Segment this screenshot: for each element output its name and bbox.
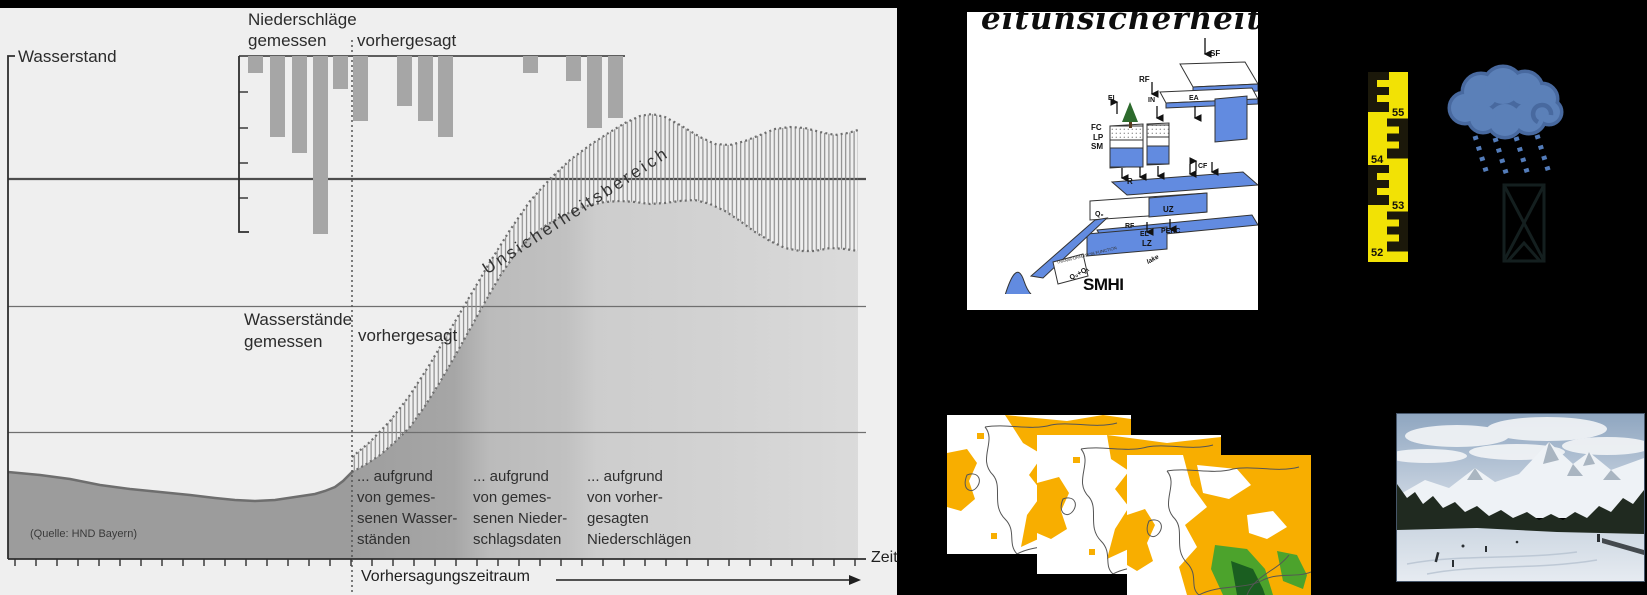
gauge-number-54: 54: [1371, 154, 1384, 166]
winter-landscape-photo: [1387, 413, 1647, 582]
annotation-line: schlagsdaten: [473, 531, 562, 548]
hbv-label-ea: EA: [1189, 95, 1199, 102]
precip-axis: [238, 56, 249, 233]
precip-axis-ticks: [239, 91, 248, 199]
uncertainty-upper-bound: [351, 112, 859, 458]
forecast-chart-panel: Wasserstand Niederschläge gemessen vorhe…: [0, 0, 898, 595]
hbv-label-perc: PERC: [1161, 228, 1180, 235]
annotation-line: von gemes-: [357, 489, 436, 506]
hbv-label-sm: SM: [1091, 142, 1103, 151]
annotation-line: ... aufgrund: [473, 468, 549, 485]
tree-icon: [1122, 102, 1138, 122]
forecast-period-arrow-head: [849, 575, 861, 585]
hbv-label-lz: LZ: [1142, 239, 1152, 248]
precip-forecast-label: vorhergesagt: [357, 31, 457, 50]
annotation-block-precip-data: ... aufgrund von gemes- senen Nieder- sc…: [473, 466, 567, 550]
slide-title-fragment: eitunsicherheiten: [981, 12, 1258, 37]
precip-title: Niederschläge: [248, 10, 357, 29]
gauge-number-52: 52: [1371, 247, 1383, 259]
top-black-strip: [0, 0, 897, 8]
precip-bar: [438, 56, 453, 137]
hbv-label-ei: EI: [1108, 95, 1115, 102]
hbv-label-sf: SF: [1210, 49, 1220, 58]
water-level-measured-line: [7, 470, 353, 503]
precip-bar: [333, 56, 348, 89]
rain-cloud-icon: [1443, 62, 1578, 180]
precip-bar: [397, 56, 412, 106]
annotation-line: von vorher-: [587, 489, 663, 506]
annotation-line: ... aufgrund: [357, 468, 433, 485]
hbv-label-cf: CF: [1198, 163, 1208, 170]
precip-bar: [523, 56, 538, 73]
annotation-block-forecast-precip: ... aufgrund von vorher- gesagten Nieder…: [587, 466, 691, 550]
hbv-label-lake: lake: [1146, 253, 1161, 265]
hbv-label-uz: UZ: [1163, 205, 1174, 214]
hbv-label-lp: LP: [1093, 133, 1104, 142]
x-axis-label: Zeit: [871, 549, 898, 566]
annotation-line: senen Nieder-: [473, 510, 568, 527]
precip-bar: [270, 56, 285, 137]
precip-bar: [248, 56, 263, 73]
uncertainty-band: [352, 114, 858, 472]
precipitation-map-3: [1127, 455, 1312, 595]
source-note: (Quelle: HND Bayern): [30, 528, 137, 540]
forecast-chart: [7, 40, 866, 592]
hbv-label-el: EL: [1140, 231, 1150, 238]
annotation-line: Niederschlägen: [587, 531, 692, 548]
water-level-measured-area: [8, 472, 352, 559]
precip-bar: [292, 56, 307, 153]
annotation-line: von gemes-: [473, 489, 552, 506]
annotation-line: senen Wasser-: [357, 510, 458, 527]
smhi-logo: SMHI: [1083, 275, 1124, 294]
precip-bar: [353, 56, 368, 121]
gauge-number-55: 55: [1392, 107, 1404, 119]
gauge-number-53: 53: [1392, 200, 1404, 212]
hbv-label-rf: RF: [1139, 75, 1150, 84]
water-level-gauge-icon: 55 54 53 52: [1368, 72, 1408, 262]
precipitation-bars: [248, 56, 623, 234]
hbv-model-figure: eitunsicherheiten: [967, 12, 1258, 310]
hourglass-icon: [1502, 183, 1546, 263]
water-level-forecast-area: [352, 200, 858, 559]
y-axis: [7, 55, 15, 559]
annotation-block-water-levels: ... aufgrund von gemes- senen Wasser- st…: [357, 466, 457, 550]
y-axis-label: Wasserstand: [18, 47, 117, 66]
level-measured-label-2: gemessen: [244, 332, 323, 351]
x-axis-ticks: [14, 559, 856, 566]
hbv-label-rf2: RF: [1125, 223, 1135, 230]
annotation-line: ständen: [357, 531, 411, 548]
precip-bar: [566, 56, 581, 81]
hbv-label-in: IN: [1148, 97, 1155, 104]
precip-measured-label: gemessen: [248, 31, 327, 50]
forecast-period-label: Vorhersagungszeitraum: [361, 568, 530, 585]
hbv-model-diagram: SF RF EI IN EA FC LP SM CF R UZ Q₀ RF EL…: [1004, 38, 1258, 294]
annotation-line: gesagten: [587, 510, 649, 527]
level-forecast-label: vorhergesagt: [358, 326, 458, 345]
flow-arrows: [1110, 38, 1219, 236]
precip-bar: [313, 56, 328, 234]
annotation-line: ... aufgrund: [587, 468, 663, 485]
hbv-label-fc: FC: [1091, 123, 1102, 132]
level-measured-label-1: Wasserstände: [244, 310, 353, 329]
hbv-label-q0: Q₀: [1095, 211, 1104, 218]
precip-bar: [587, 56, 602, 128]
precip-bar: [418, 56, 433, 121]
hbv-label-r: R: [1127, 177, 1133, 186]
rain-streaks: [1472, 134, 1552, 177]
precip-bar: [608, 56, 623, 118]
